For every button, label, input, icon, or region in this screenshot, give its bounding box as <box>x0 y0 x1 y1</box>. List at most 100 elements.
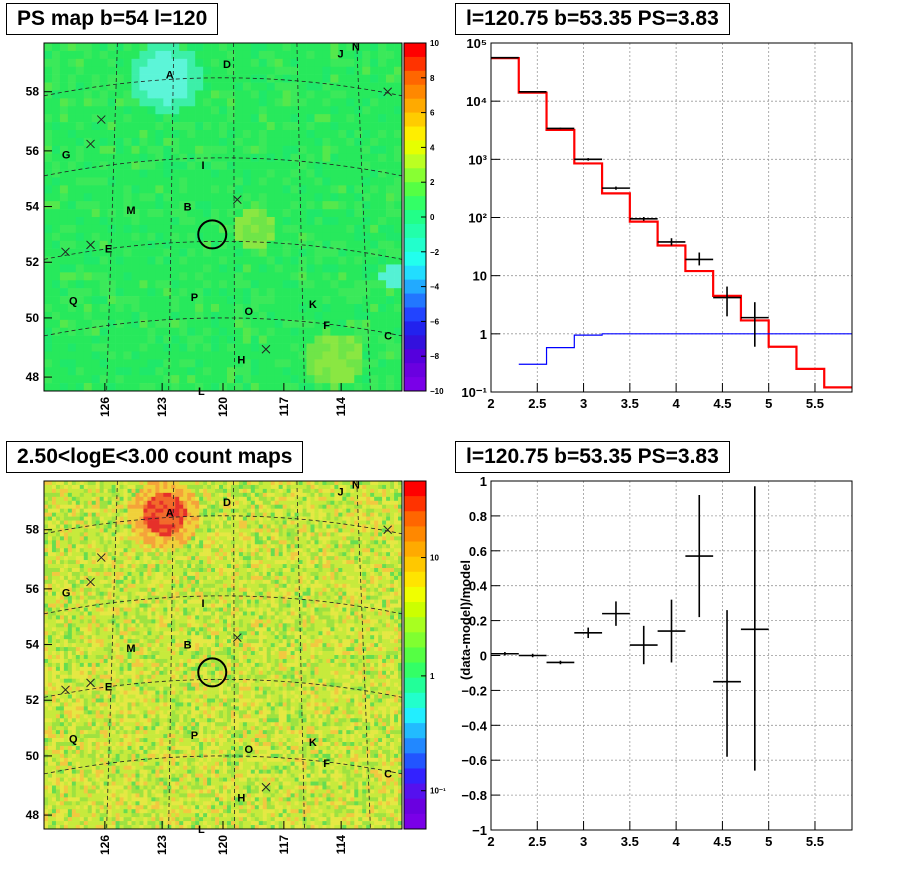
ps-source-label: D <box>223 59 231 71</box>
ps-xtick-label: 114 <box>334 397 348 417</box>
ps-source-label: E <box>105 243 112 255</box>
residual-ytick-label: 0 <box>480 649 487 664</box>
counts-colorbar-tick-label: 10 <box>430 554 439 563</box>
spectrum-ytick-label: 10⁵ <box>466 36 487 51</box>
ps-source-label: I <box>202 160 205 172</box>
residual-ytick-label: 1 <box>480 474 487 489</box>
ps-source-label: J <box>338 48 344 60</box>
counts-source-label: G <box>62 587 71 599</box>
ps-source-label: G <box>62 149 71 161</box>
ps-colorbar-tick-label: −8 <box>430 352 440 361</box>
ps-source-circle <box>197 219 228 250</box>
ps-colorbar-tick-label: 8 <box>430 74 435 83</box>
spectrum-xtick-label: 5 <box>765 396 772 411</box>
ps-source-label: K <box>309 299 317 311</box>
counts-colorbar-frame <box>403 480 427 830</box>
ps-longitude-line <box>296 42 305 392</box>
counts-ytick-label: 54 <box>26 638 40 652</box>
counts-xtick-label: 114 <box>334 835 348 855</box>
counts-source-label: O <box>244 744 253 756</box>
ps-longitude-line <box>106 42 118 392</box>
counts-source-label: Q <box>69 734 78 746</box>
counts-cross-marker <box>61 685 70 695</box>
counts-source-label: E <box>105 681 112 693</box>
counts-ytick-label: 48 <box>26 808 40 822</box>
spectrum-xtick-label: 4 <box>673 396 681 411</box>
counts-source-label: M <box>126 643 135 655</box>
residual-xtick-label: 4 <box>673 834 681 849</box>
counts-source-label: A <box>166 507 174 519</box>
counts-latitude-line <box>43 595 403 615</box>
spectrum-ytick-label: 10² <box>468 211 487 226</box>
ps-longitude-line <box>168 42 175 392</box>
residual-xtick-label: 4.5 <box>713 834 731 849</box>
ps-source-label: N <box>352 41 360 53</box>
ps-source-label: M <box>126 205 135 217</box>
ps-cross-marker <box>232 195 242 204</box>
ps-colorbar-tick-label: 10 <box>430 39 439 48</box>
counts-latitude-line <box>43 515 403 535</box>
counts-longitude-line <box>233 480 236 830</box>
counts-source-label: H <box>237 793 245 805</box>
spectrum-grid <box>491 43 852 392</box>
counts-source-label: C <box>384 768 392 780</box>
ps-colorbar-tick-label: 2 <box>430 178 435 187</box>
ps-xtick-label: 117 <box>277 397 291 417</box>
counts-longitude-line <box>168 480 175 830</box>
ps-source-label: Q <box>69 296 78 308</box>
ps-source-label: P <box>191 292 198 304</box>
count-map-title: 2.50<logE<3.00 count maps <box>6 441 304 473</box>
residual-ytick-label: 0.8 <box>469 509 487 524</box>
spectrum-xtick-label: 2 <box>487 396 494 411</box>
spectrum-xtick-label: 3 <box>580 396 587 411</box>
residual-xtick-label: 5 <box>765 834 772 849</box>
residual-ytick-label: −0.2 <box>461 683 487 698</box>
residual-xtick-label: 2 <box>487 834 494 849</box>
ps-xtick-label: 120 <box>216 397 230 417</box>
ps-cross-marker <box>261 344 271 354</box>
residual-grid <box>491 481 852 830</box>
spectrum-ytick-label: 10³ <box>468 152 487 167</box>
spectrum-ytick-label: 10 <box>473 269 487 284</box>
spectrum-xtick-label: 2.5 <box>528 396 546 411</box>
ps-colorbar-tick-label: 4 <box>430 143 435 152</box>
ps-colorbar-tick-label: 6 <box>430 109 435 118</box>
counts-source-label: F <box>323 758 330 770</box>
ps-xtick-label: 126 <box>98 397 112 417</box>
ps-cross-marker <box>86 139 95 149</box>
counts-xtick-label: 120 <box>216 835 230 855</box>
counts-longitude-line <box>356 480 371 830</box>
counts-source-label: I <box>202 598 205 610</box>
ps-ytick-label: 54 <box>26 200 40 214</box>
residual-ytick-label: 0.2 <box>469 614 487 629</box>
spectrum-xtick-label: 4.5 <box>713 396 731 411</box>
spectrum-ytick-label: 10⁴ <box>466 94 487 109</box>
residual-ytick-label: −0.4 <box>461 718 487 733</box>
ps-longitude-line <box>356 42 371 392</box>
counts-latitude-line <box>43 678 403 698</box>
residual-xtick-label: 3 <box>580 834 587 849</box>
spectrum-xtick-label: 3.5 <box>621 396 639 411</box>
ps-map <box>44 43 403 392</box>
ps-source-label: B <box>184 202 192 214</box>
ps-latitude-line <box>43 317 403 337</box>
ps-source-label: H <box>237 355 245 367</box>
residual-ytick-label: −0.6 <box>461 753 487 768</box>
ps-source-label: F <box>323 320 330 332</box>
residual-ylabel: (data-model)/model <box>458 560 473 680</box>
counts-ytick-label: 52 <box>26 693 40 707</box>
counts-source-circle <box>197 657 228 688</box>
background-step-line <box>518 333 852 365</box>
ps-colorbar-tick-label: 0 <box>430 213 435 222</box>
ps-cross-marker <box>86 240 95 250</box>
ps-colorbar <box>404 43 426 392</box>
counts-source-label: J <box>338 486 344 498</box>
counts-xtick-label: 123 <box>155 835 169 855</box>
counts-latitude-line <box>43 755 403 775</box>
counts-ytick-label: 58 <box>26 523 40 537</box>
ps-source-label: A <box>166 69 174 81</box>
ps-ytick-label: 48 <box>26 370 40 384</box>
ps-colorbar-tick-label: −10 <box>430 387 444 396</box>
ps-map-title: PS map b=54 l=120 <box>6 3 219 35</box>
ps-latitude-line <box>43 240 403 260</box>
